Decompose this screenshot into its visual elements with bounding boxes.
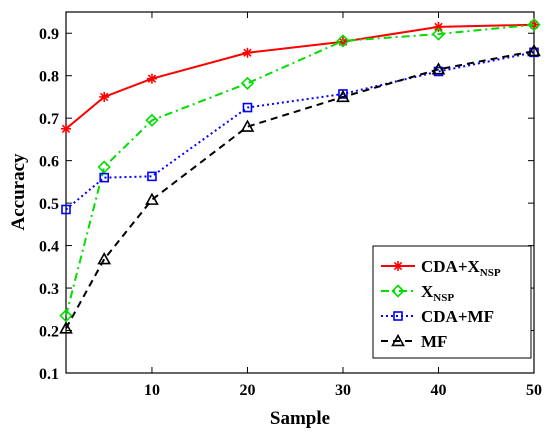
series-cda-mf [61,47,539,215]
data-point [393,311,403,321]
y-tick-label: 0.9 [39,26,59,43]
y-tick-label: 0.3 [39,281,59,298]
data-point [147,171,157,182]
x-tick-label: 50 [526,382,542,399]
data-point [336,34,350,48]
legend-label: XNSP [421,282,454,304]
series-mf [59,43,541,334]
data-point [393,261,403,271]
data-point [336,89,350,103]
data-point [527,43,541,57]
data-point [391,284,405,298]
y-tick-label: 0.1 [39,366,59,383]
data-point [59,309,73,323]
data-point [391,333,405,347]
series-line [65,23,535,316]
data-point [433,21,444,32]
series-line [65,23,535,130]
legend-item: CDA+MF [381,307,494,326]
x-tick-label: 40 [430,382,446,399]
data-point [99,91,110,102]
data-point [431,62,446,75]
plot-frame [65,11,535,374]
y-tick-label: 0.2 [39,324,59,341]
y-tick-label: 0.8 [39,69,59,86]
x-tick-label: 30 [335,382,351,399]
legend-label: CDA+MF [421,307,494,326]
data-point [240,119,255,132]
data-point [145,192,159,205]
legend-item: MF [381,332,447,351]
data-point [240,76,255,90]
legend-item: XNSP [381,282,454,304]
data-point [59,321,73,334]
data-point [99,172,110,183]
y-tick-label: 0.5 [39,196,59,213]
data-point [146,73,157,84]
series-x [59,18,541,323]
x-tick-label: 20 [239,382,255,399]
series-line [65,51,535,211]
legend-label: CDA+XNSP [421,257,501,279]
y-tick-label: 0.6 [39,154,59,171]
x-tick-label: 10 [144,382,160,399]
legend: CDA+XNSP XNSP CDA+MF MF [372,245,532,359]
data-point [242,102,253,113]
data-point [431,27,446,41]
data-point [97,252,112,265]
data-point [145,113,159,127]
data-point [61,123,71,134]
legend-item: CDA+XNSP [381,257,501,279]
legend-label: MF [421,332,447,351]
data-point [242,47,253,58]
y-axis-title: Accuracy [8,153,29,231]
data-point [527,18,541,32]
y-tick-label: 0.4 [39,239,59,256]
data-point [61,204,71,215]
y-tick-label: 0.7 [39,111,59,128]
x-axis-title: Sample [270,408,330,429]
data-point [97,160,111,174]
series-cda-x [61,19,539,134]
